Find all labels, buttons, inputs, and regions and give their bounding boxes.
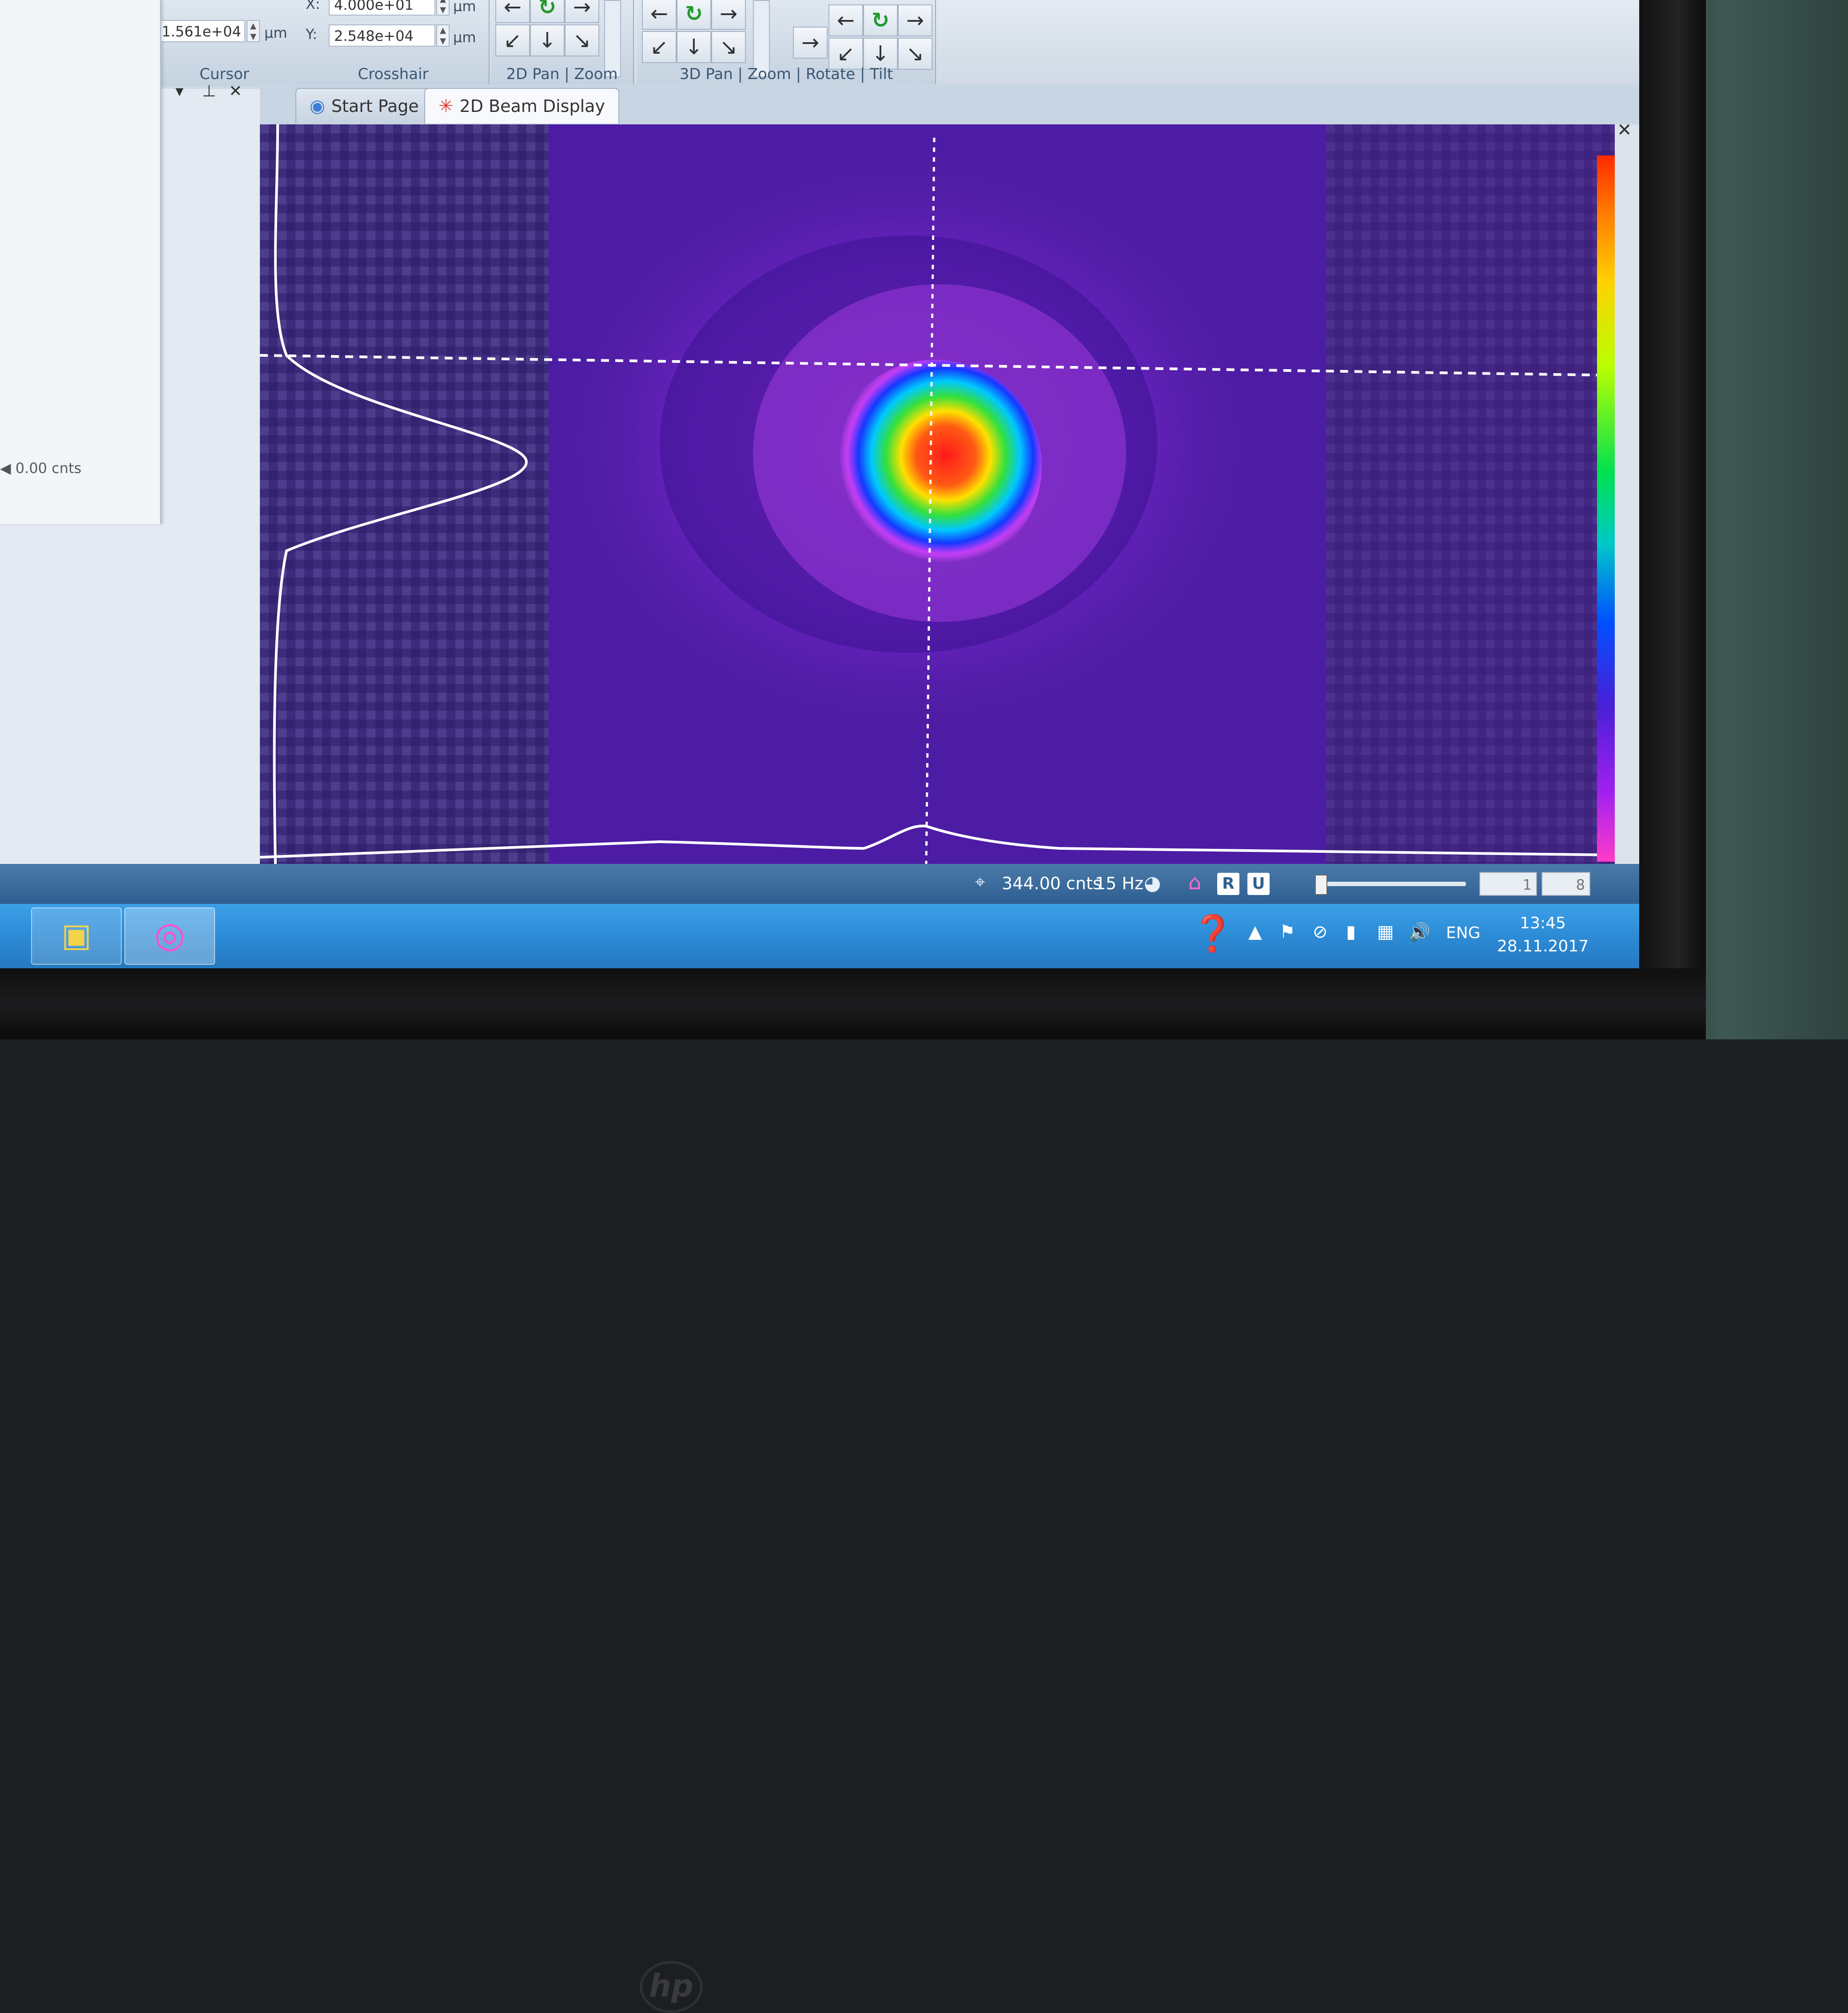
tab-start-page-label: Start Page <box>331 96 419 116</box>
taskbar-media-app[interactable]: ▣ <box>31 907 122 965</box>
tilt-right-button[interactable]: → <box>898 4 932 36</box>
monitor-bezel-bottom: hp <box>0 968 1706 2013</box>
crosshair-horizontal[interactable] <box>260 354 1615 377</box>
beam-display-icon: ✳ <box>438 96 454 116</box>
horizontal-profile-curve <box>260 824 1615 859</box>
beam-spot <box>828 360 1042 573</box>
pan3d-left-button[interactable]: ← <box>642 0 677 30</box>
pan3d-group-label: 3D Pan | Zoom | Rotate | Tilt <box>679 65 893 83</box>
pan3d-group: ← ↻ → ↙ ↓ ↘ → ← ↻ → ↙ ↓ ↘ 3D Pan | Zoom … <box>637 0 936 87</box>
color-scale-bar <box>1597 155 1615 862</box>
tilt-down-button[interactable]: ↓ <box>863 38 898 70</box>
pan3d-right-button[interactable]: → <box>711 0 746 30</box>
taskbar-beam-app[interactable]: ◎ <box>124 907 215 965</box>
zoom-slider[interactable] <box>604 0 621 77</box>
reset-view-button[interactable]: ↻ <box>530 0 565 23</box>
cursor-unit: µm <box>264 24 287 41</box>
pane-pin-icon[interactable]: ⊥ <box>202 82 216 100</box>
beam-display-canvas[interactable] <box>260 124 1615 864</box>
crosshair-group: X: 4.000e+01 ▲▼ µm Y: 2.548e+04 ▲▼ µm Cr… <box>298 0 490 87</box>
tilt-left-button[interactable]: ← <box>828 4 863 36</box>
pan-left-button[interactable]: ← <box>495 0 530 23</box>
crosshair-x-spin[interactable]: ▲▼ <box>436 0 450 16</box>
tab-2d-beam-display-label: 2D Beam Display <box>459 96 605 116</box>
volume-icon[interactable]: 🔊 <box>1408 922 1430 943</box>
level-indicator: ◀ 0.00 cnts <box>0 460 81 477</box>
tray-expand-icon[interactable]: ▲ <box>1248 922 1262 942</box>
document-tabs: ◉ Start Page ✳ 2D Beam Display <box>260 84 1639 124</box>
pan-right-button[interactable]: → <box>565 0 599 23</box>
tab-2d-beam-display[interactable]: ✳ 2D Beam Display <box>424 88 619 123</box>
pane-controls: ▾ ⊥ ✕ <box>160 82 253 104</box>
camera-status-icon[interactable]: ◕ <box>1144 872 1161 895</box>
battery-icon[interactable]: ▮ <box>1346 922 1356 942</box>
level-label: 0.00 cnts <box>15 460 82 477</box>
frame-total-spinbox[interactable]: 8 <box>1541 872 1590 896</box>
crosshair-x-label: X: <box>306 0 320 12</box>
tilt-down-left-button[interactable]: ↙ <box>828 38 863 70</box>
frame-slider-thumb[interactable] <box>1315 875 1327 895</box>
pane-close-icon[interactable]: ✕ <box>229 82 243 100</box>
action-center-flag-icon[interactable]: ⚑ <box>1279 922 1295 942</box>
r-button[interactable]: R <box>1217 873 1239 895</box>
monitor-bezel-right <box>1639 0 1706 1039</box>
tab-close-icon[interactable]: ✕ <box>1617 120 1632 140</box>
ribbon-toolbar: 1.561e+04 ▲▼ µm Cursor X: 4.000e+01 ▲▼ µ… <box>0 0 1639 90</box>
auto-scale-icon[interactable]: ⌂ <box>1188 870 1202 894</box>
clock-date: 28.11.2017 <box>1497 937 1589 955</box>
crosshair-x-unit: µm <box>453 0 476 15</box>
zoom3d-slider[interactable] <box>753 0 770 77</box>
pan-down-left-button[interactable]: ↙ <box>495 24 530 56</box>
tilt-reset-button[interactable]: ↻ <box>863 4 898 36</box>
system-clock[interactable]: 13:45 28.11.2017 <box>1497 912 1589 958</box>
crosshair-status-icon: ⌖ <box>975 872 985 892</box>
frame-spinbox[interactable]: 1 <box>1479 872 1537 896</box>
crosshair-y-field[interactable]: 2.548e+04 <box>329 24 435 47</box>
pan3d-reset-button[interactable]: ↻ <box>677 0 711 30</box>
vertical-profile-curve <box>273 124 528 864</box>
clock-time: 13:45 <box>1520 914 1566 932</box>
help-icon[interactable]: ❓ <box>1191 913 1235 954</box>
beam-app-icon: ◎ <box>154 914 185 955</box>
crosshair-y-spin[interactable]: ▲ ▼ <box>436 24 450 47</box>
u-button[interactable]: U <box>1247 873 1270 895</box>
hp-logo: hp <box>640 1961 703 2013</box>
pan-down-right-button[interactable]: ↘ <box>565 24 599 56</box>
crosshair-x-field[interactable]: 4.000e+01 <box>329 0 435 16</box>
pan3d-down-right-button[interactable]: ↘ <box>711 31 746 63</box>
cursor-group: 1.561e+04 ▲ ▼ µm Cursor <box>151 0 299 87</box>
security-icon[interactable]: ⊘ <box>1313 922 1328 942</box>
pan2d-group-label: 2D Pan | Zoom <box>506 65 618 83</box>
pan3d-down-left-button[interactable]: ↙ <box>642 31 677 63</box>
left-panel: ◀ 0.00 cnts <box>0 0 161 524</box>
tilt-down-right-button[interactable]: ↘ <box>898 38 932 70</box>
crosshair-y-label: Y: <box>306 26 318 43</box>
cursor-spin-button[interactable]: ▲ ▼ <box>247 20 260 42</box>
start-page-icon: ◉ <box>310 96 325 116</box>
frame-slider[interactable] <box>1315 875 1466 895</box>
crosshair-y-unit: µm <box>453 29 476 46</box>
cursor-value-field[interactable]: 1.561e+04 <box>156 20 245 42</box>
pan3d-down-button[interactable]: ↓ <box>677 31 711 63</box>
pane-dropdown-icon[interactable]: ▾ <box>175 82 184 100</box>
status-bar: ⌖ 344.00 cnts 15 Hz ◕ ⌂ R U 1 8 <box>0 864 1639 904</box>
noise-region-left <box>260 124 549 864</box>
frame-rate-readout: 15 Hz <box>1095 874 1143 893</box>
rotate-right-button[interactable]: → <box>793 27 828 59</box>
film-icon: ▣ <box>61 916 92 954</box>
noise-region-right <box>1326 124 1615 864</box>
windows-taskbar: ▣ ◎ ❓ ▲ ⚑ ⊘ ▮ ▦ 🔊 ENG 13:45 28.11.2017 <box>0 904 1639 968</box>
pan-down-button[interactable]: ↓ <box>530 24 565 56</box>
network-icon[interactable]: ▦ <box>1377 922 1394 942</box>
beam-profile-svg <box>260 124 1615 864</box>
crosshair-vertical[interactable] <box>925 137 936 864</box>
level-arrow-icon[interactable]: ◀ <box>0 460 11 477</box>
language-indicator[interactable]: ENG <box>1446 924 1481 942</box>
crosshair-group-label: Crosshair <box>358 65 429 83</box>
pan2d-group: ← ↻ → ↙ ↓ ↘ 2D Pan | Zoom <box>491 0 634 87</box>
screen: 1.561e+04 ▲▼ µm Cursor X: 4.000e+01 ▲▼ µ… <box>0 0 1639 968</box>
counts-readout: 344.00 cnts <box>1002 874 1102 893</box>
tab-start-page[interactable]: ◉ Start Page <box>295 88 433 123</box>
cursor-group-label: Cursor <box>199 65 249 83</box>
